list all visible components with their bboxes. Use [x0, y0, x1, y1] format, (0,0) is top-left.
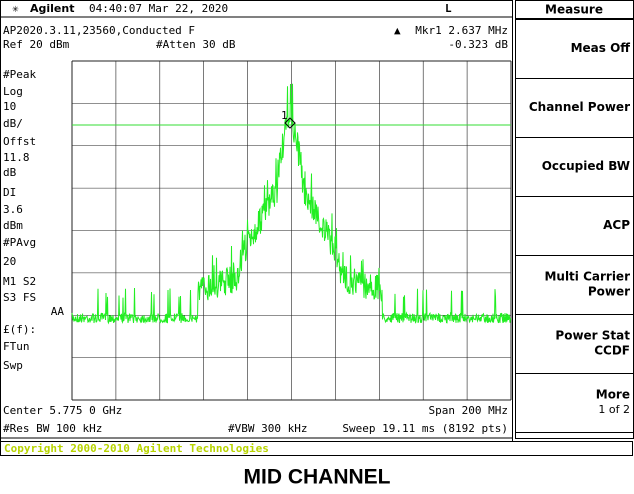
side-label: #Peak	[3, 68, 36, 81]
side-label: AA	[51, 305, 65, 318]
softkey-label: 1 of 2	[598, 403, 630, 416]
softkey[interactable]	[515, 137, 634, 197]
side-label: dB/	[3, 117, 23, 130]
softkey-label: Multi Carrier	[544, 270, 630, 284]
softkey[interactable]	[515, 255, 634, 315]
softkey[interactable]	[515, 373, 634, 433]
attenuation: #Atten 30 dB	[156, 38, 236, 51]
copyright: Copyright 2000-2010 Agilent Technologies	[4, 442, 269, 455]
marker-readout: Mkr1 2.637 MHz	[415, 24, 508, 37]
side-label: £(f):	[3, 323, 36, 336]
marker-value: -0.323 dB	[448, 38, 508, 51]
softkey[interactable]	[515, 19, 634, 79]
datetime: 04:40:07 Mar 22, 2020	[89, 2, 228, 15]
softkey-label: CCDF	[594, 344, 630, 358]
side-label: M1 S2	[3, 275, 36, 288]
spectrum-trace	[71, 83, 512, 325]
copyright-bar	[0, 441, 633, 456]
side-label: 3.6	[3, 203, 23, 216]
softkeys: Meas Off Channel Power Occupied BW ACP Multi…	[515, 19, 634, 433]
softkey-label: Power Stat	[555, 329, 630, 343]
caption: MID CHANNEL	[244, 466, 391, 489]
softkey-label: Occupied BW	[542, 159, 630, 173]
side-label: Log	[3, 85, 23, 98]
ref-level: Ref 20 dBm	[3, 38, 70, 51]
side-label: 11.8	[3, 151, 30, 164]
softkey[interactable]	[515, 196, 634, 256]
softkey-label: Meas Off	[571, 41, 631, 55]
side-label: FTun	[3, 340, 30, 353]
side-label: Swp	[3, 359, 23, 372]
vbw: #VBW 300 kHz	[228, 422, 307, 435]
side-label: dBm	[3, 219, 23, 232]
menu-title: Measure	[545, 3, 603, 17]
side-label: #PAvg	[3, 236, 36, 249]
side-labels: #Peak Log 10 dB/Offst 11.8 dB DI 3.6 dBm #PAvg 20 M…	[3, 68, 64, 372]
side-label: Offst	[3, 135, 36, 148]
screen-title: AP2020.3.11,23560,Conducted F	[3, 24, 195, 37]
side-label: 20	[3, 255, 16, 268]
sweep: Sweep 19.11 ms (8192 pts)	[342, 422, 508, 435]
side-label: dB	[3, 166, 17, 179]
marker-number: 1	[281, 109, 288, 122]
rbw: #Res BW 100 kHz	[3, 422, 102, 435]
side-label: S3 FS	[3, 291, 36, 304]
softkey-label: Power	[588, 285, 630, 299]
side-label: 10	[3, 100, 16, 113]
logo-icon: ✳	[12, 2, 19, 15]
graticule	[71, 60, 512, 401]
marker-triangle: ▲	[394, 24, 401, 37]
brand: Agilent	[30, 2, 74, 15]
span: Span 200 MHz	[429, 404, 508, 417]
side-label: DI	[3, 186, 16, 199]
center-freq: Center 5.775 0 GHz	[3, 404, 122, 417]
indicator: L	[445, 2, 452, 15]
softkey-label: More	[596, 388, 630, 402]
softkey[interactable]	[515, 78, 634, 138]
softkey-label: ACP	[603, 218, 630, 232]
softkey-label: Channel Power	[529, 100, 630, 114]
marker-diamond	[284, 117, 296, 129]
